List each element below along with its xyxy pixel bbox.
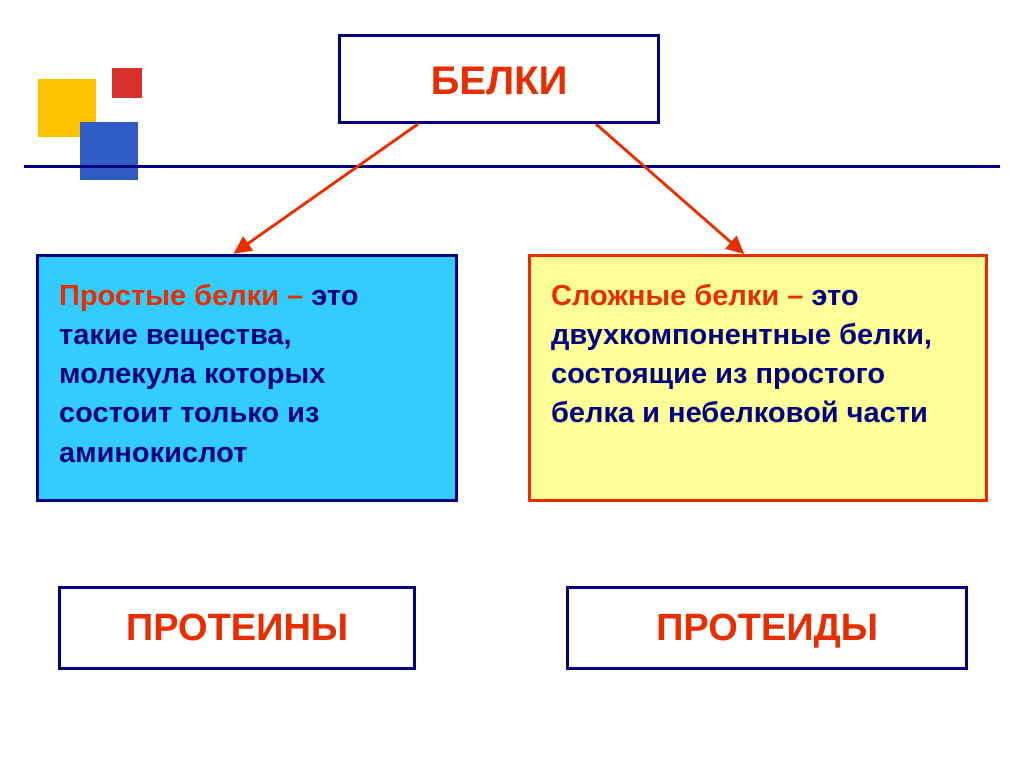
horizontal-rule xyxy=(24,165,1000,168)
simple-proteins-box: Простые белки – это такие вещества, моле… xyxy=(36,254,458,502)
arrow-right xyxy=(596,124,742,252)
proteids-label-box: ПРОТЕИДЫ xyxy=(566,586,968,670)
decor-red-square xyxy=(112,68,142,98)
proteins-label-box: ПРОТЕИНЫ xyxy=(58,586,416,670)
arrow-left xyxy=(236,124,418,252)
title-text: БЕЛКИ xyxy=(341,59,657,104)
complex-proteins-box: Сложные белки – это двухкомпонентные бел… xyxy=(528,254,988,502)
proteins-label-text: ПРОТЕИНЫ xyxy=(61,607,413,650)
title-box: БЕЛКИ xyxy=(338,34,660,124)
simple-proteins-lead: Простые белки – xyxy=(59,280,311,312)
complex-proteins-lead: Сложные белки – xyxy=(551,280,811,312)
proteids-label-text: ПРОТЕИДЫ xyxy=(569,607,965,650)
decor-blue-square xyxy=(80,122,138,180)
